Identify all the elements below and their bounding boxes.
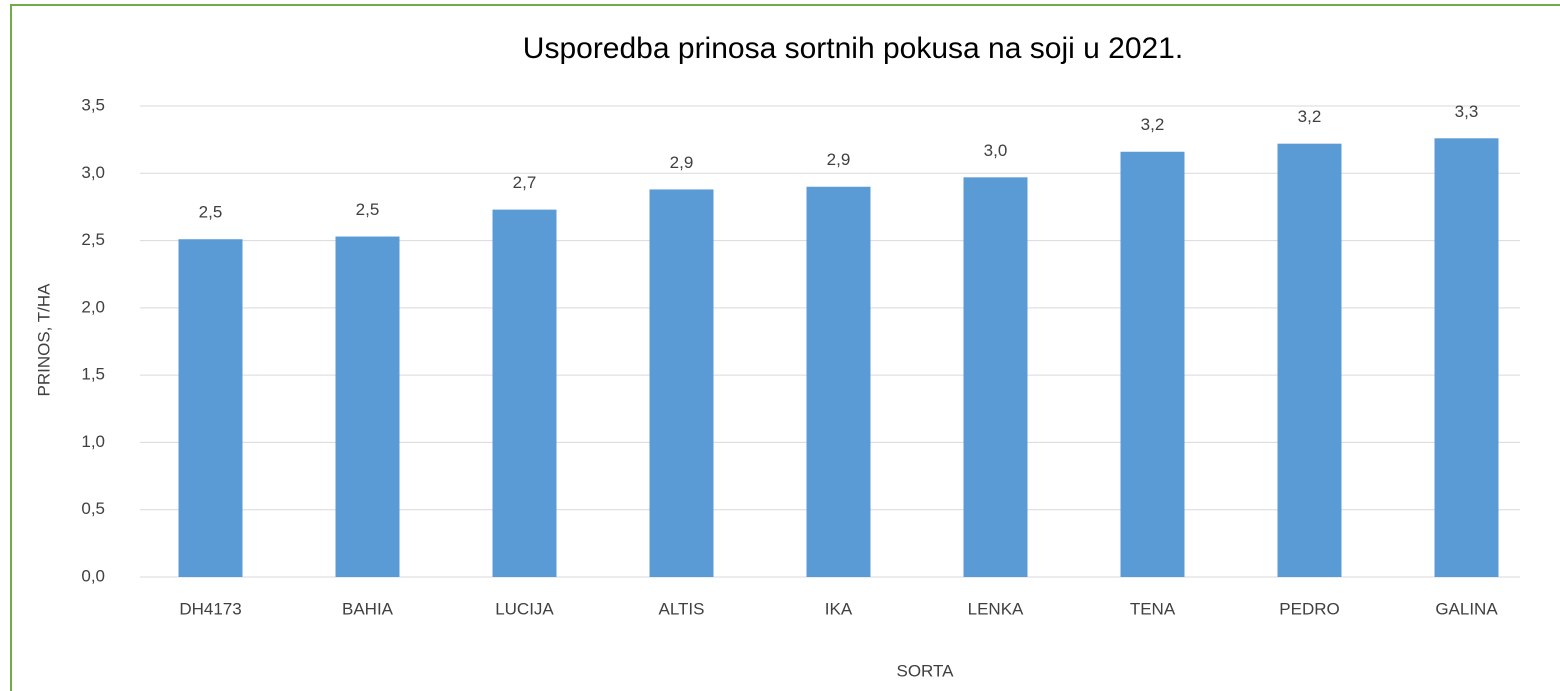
y-tick-label: 0,0 bbox=[81, 566, 105, 585]
data-label: 2,5 bbox=[356, 200, 380, 219]
data-label: 2,9 bbox=[670, 153, 694, 172]
x-tick-label: TENA bbox=[1130, 599, 1176, 618]
x-tick-label: PEDRO bbox=[1279, 599, 1339, 618]
x-axis-label: SORTA bbox=[897, 661, 955, 680]
y-axis-label: PRINOS, T/HA bbox=[34, 283, 53, 397]
data-label: 2,9 bbox=[827, 150, 851, 169]
y-tick-label: 3,0 bbox=[81, 163, 105, 182]
y-tick-label: 2,0 bbox=[81, 297, 105, 316]
bar bbox=[1434, 138, 1499, 577]
y-tick-label: 3,5 bbox=[81, 95, 105, 114]
data-label: 3,2 bbox=[1298, 107, 1322, 126]
x-tick-label: BAHIA bbox=[342, 599, 394, 618]
bar bbox=[806, 186, 871, 577]
y-tick-label: 1,5 bbox=[81, 365, 105, 384]
x-tick-label: DH4173 bbox=[179, 599, 241, 618]
bar bbox=[1120, 151, 1185, 578]
x-tick-label: GALINA bbox=[1435, 599, 1498, 618]
bar bbox=[492, 209, 557, 577]
bar bbox=[178, 239, 243, 577]
data-label: 3,3 bbox=[1455, 102, 1479, 121]
y-tick-label: 0,5 bbox=[81, 499, 105, 518]
y-tick-label: 1,0 bbox=[81, 432, 105, 451]
data-label: 3,2 bbox=[1141, 115, 1165, 134]
data-label: 2,7 bbox=[513, 173, 537, 192]
x-tick-label: LUCIJA bbox=[495, 599, 554, 618]
bar bbox=[963, 177, 1028, 577]
x-tick-label: ALTIS bbox=[659, 599, 705, 618]
x-tick-label: LENKA bbox=[968, 599, 1024, 618]
data-label: 2,5 bbox=[199, 203, 223, 222]
data-label: 3,0 bbox=[984, 141, 1008, 160]
y-tick-label: 2,5 bbox=[81, 230, 105, 249]
bar bbox=[1277, 143, 1342, 577]
bar bbox=[335, 236, 400, 577]
x-tick-label: IKA bbox=[825, 599, 853, 618]
chart-title: Usporedba prinosa sortnih pokusa na soji… bbox=[523, 32, 1183, 65]
bar bbox=[649, 189, 714, 578]
